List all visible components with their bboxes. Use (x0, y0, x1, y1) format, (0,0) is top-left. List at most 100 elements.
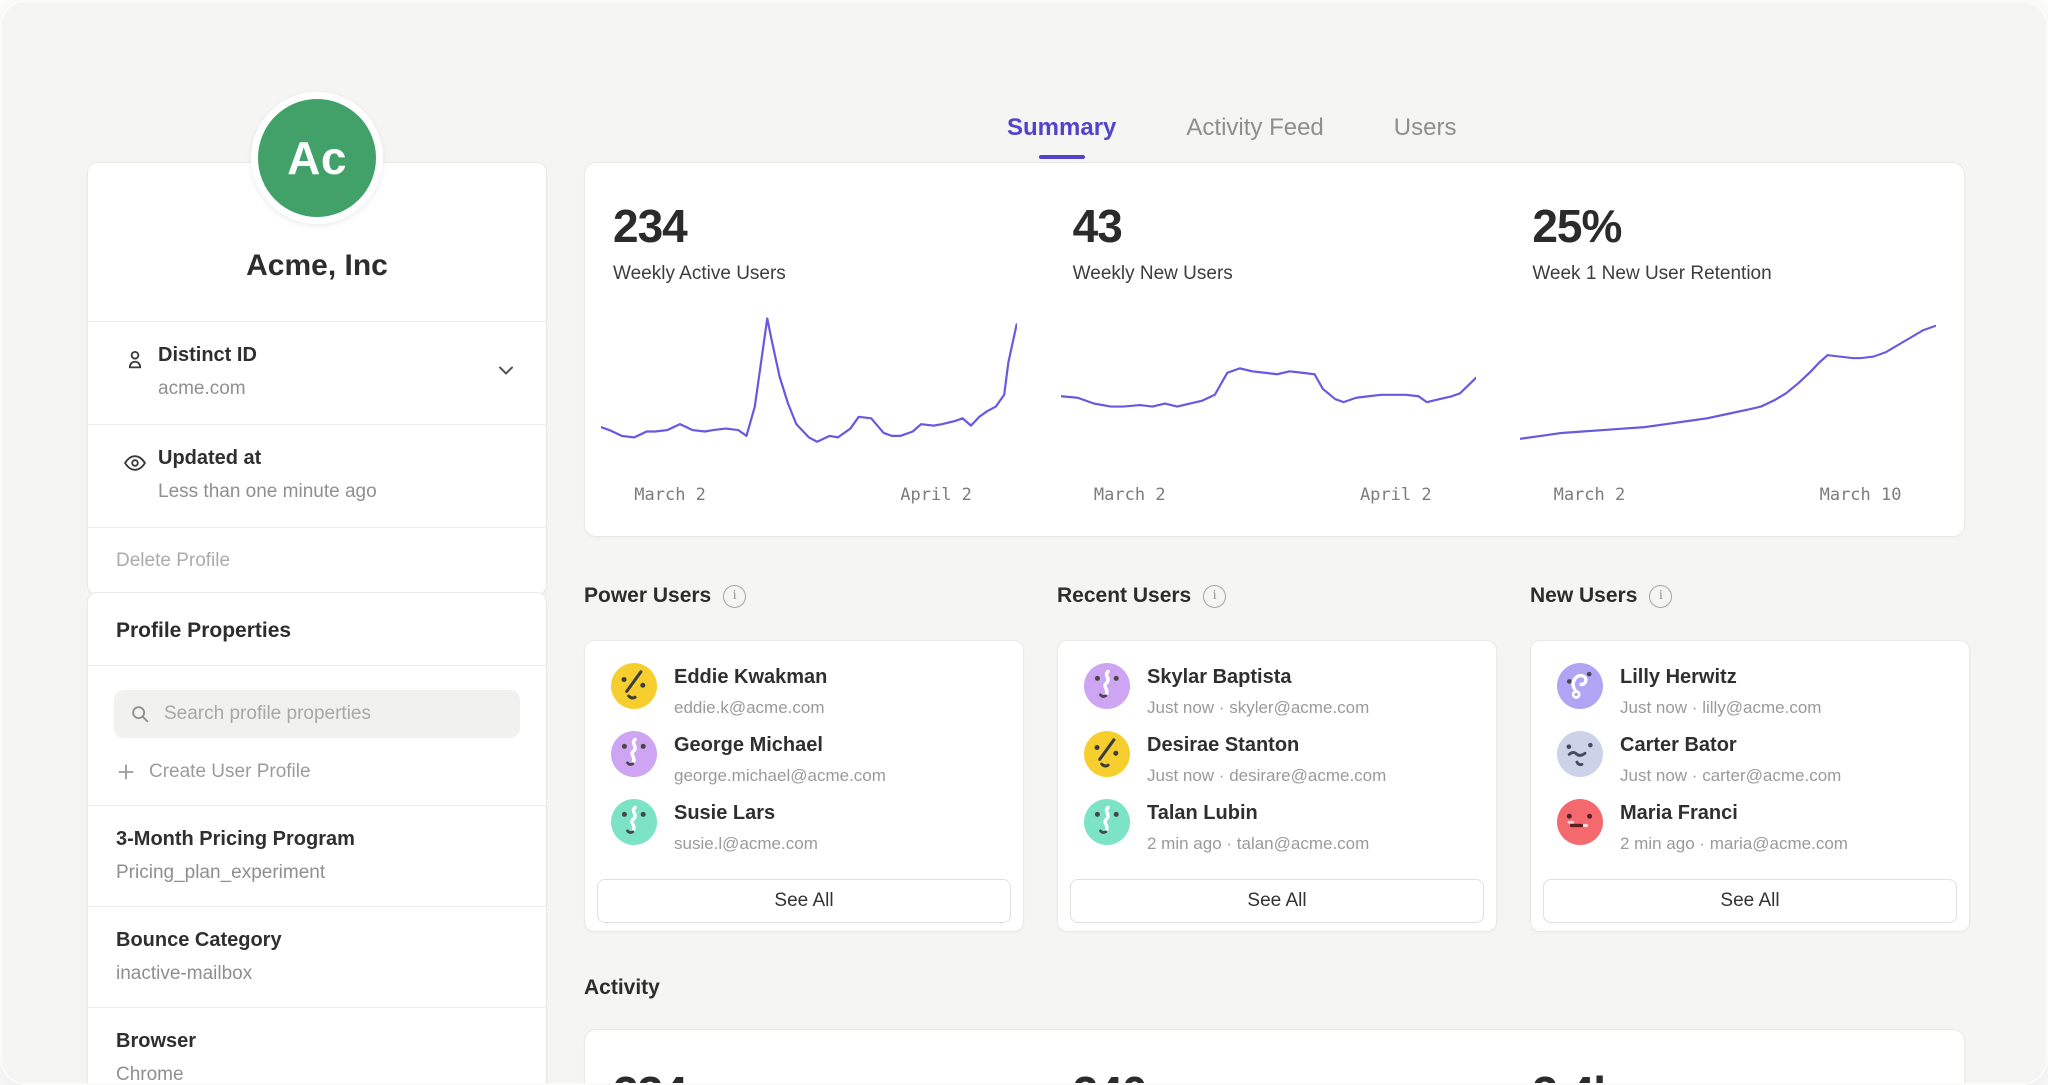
profile-properties-card: Profile Properties Create User Profile 3… (87, 592, 547, 1085)
avatar (1084, 663, 1130, 709)
see-all-button[interactable]: See All (597, 879, 1011, 923)
user-subtitle: Just now · carter@acme.com (1620, 766, 1842, 785)
activity-stat-value: 3.4k (1504, 1066, 1964, 1083)
avatar-face-icon (1094, 738, 1119, 768)
eye-icon (122, 450, 148, 476)
user-name: Desirae Stanton (1147, 734, 1300, 756)
user-row[interactable]: Skylar Baptista Just now · skyler@acme.c… (1070, 661, 1484, 725)
new-users-card: Lilly Herwitz Just now · lilly@acme.com … (1530, 640, 1970, 932)
distinct-id-label: Distinct ID (158, 344, 257, 366)
user-row[interactable]: Carter Bator Just now · carter@acme.com (1543, 729, 1957, 793)
info-icon[interactable]: i (1203, 584, 1227, 608)
avatar (1084, 799, 1130, 845)
property-value: inactive-mailbox (116, 963, 253, 984)
profile-properties-title: Profile Properties (88, 593, 546, 666)
x-tick: March 10 (1819, 485, 1902, 505)
user-row[interactable]: Susie Lars susie.l@acme.com (597, 797, 1011, 861)
stat-value: 234 (613, 200, 688, 252)
property-value: Pricing_plan_experiment (116, 862, 326, 883)
chevron-down-icon[interactable] (494, 358, 518, 382)
main-tabs: Summary Activity Feed Users (1007, 114, 1456, 152)
search-icon (129, 703, 151, 725)
user-name: Carter Bator (1620, 734, 1737, 756)
user-subtitle: Just now · desirare@acme.com (1147, 766, 1387, 785)
plus-icon (116, 762, 136, 782)
property-row[interactable]: Browser Chrome (88, 1007, 546, 1085)
company-name: Acme, Inc (246, 249, 388, 282)
avatar (611, 663, 657, 709)
x-tick: March 2 (1093, 485, 1166, 505)
activity-section-title: Activity (584, 976, 660, 999)
user-subtitle: george.michael@acme.com (674, 766, 886, 785)
sparkline-x-axis: March 2 April 2 (1061, 485, 1477, 507)
updated-at-row: Updated at Less than one minute ago (88, 424, 546, 527)
stat-week1-retention: 25% Week 1 New User Retention March 2 Ma… (1504, 163, 1964, 536)
avatar (1557, 731, 1603, 777)
user-name: Maria Franci (1620, 802, 1738, 824)
new-users-header: New Users i (1530, 584, 1673, 608)
avatar (1557, 799, 1603, 845)
tab-summary[interactable]: Summary (1007, 114, 1116, 152)
section-title: Recent Users (1057, 584, 1192, 607)
x-tick: April 2 (900, 485, 972, 505)
user-subtitle: susie.l@acme.com (674, 834, 818, 853)
avatar (1557, 663, 1603, 709)
recent-users-header: Recent Users i (1057, 584, 1227, 608)
avatar (1084, 731, 1130, 777)
user-subtitle: eddie.k@acme.com (674, 698, 825, 717)
stat-label: Weekly New Users (1072, 263, 1233, 284)
user-row[interactable]: Maria Franci 2 min ago · maria@acme.com (1543, 797, 1957, 861)
activity-stat-value: 240 (1045, 1066, 1505, 1083)
user-subtitle: Just now · lilly@acme.com (1620, 698, 1822, 717)
property-name: 3-Month Pricing Program (116, 828, 355, 850)
company-avatar: Ac (251, 92, 383, 224)
property-row[interactable]: Bounce Category inactive-mailbox (88, 906, 546, 1007)
activity-card: 234 240 3.4k (584, 1029, 1965, 1083)
sparkline-x-axis: March 2 April 2 (601, 485, 1017, 507)
user-row[interactable]: Talan Lubin 2 min ago · talan@acme.com (1070, 797, 1484, 861)
property-value: Chrome (116, 1064, 184, 1085)
avatar-face-icon (621, 805, 646, 834)
property-name: Bounce Category (116, 929, 282, 951)
x-tick: March 2 (1553, 485, 1626, 505)
user-subtitle: Just now · skyler@acme.com (1147, 698, 1370, 717)
user-row[interactable]: Lilly Herwitz Just now · lilly@acme.com (1543, 661, 1957, 725)
avatar-face-icon (621, 670, 646, 700)
updated-at-value: Less than one minute ago (158, 481, 377, 502)
stat-label: Week 1 New User Retention (1532, 263, 1772, 284)
avatar-face-icon (1566, 742, 1593, 767)
stat-weekly-active-users: 234 Weekly Active Users March 2 April 2 (585, 163, 1045, 536)
create-user-profile-button[interactable]: Create User Profile (116, 761, 518, 783)
see-all-button[interactable]: See All (1070, 879, 1484, 923)
tab-activity-feed[interactable]: Activity Feed (1186, 114, 1324, 141)
property-row[interactable]: 3-Month Pricing Program Pricing_plan_exp… (88, 805, 546, 906)
avatar-face-icon (621, 737, 646, 766)
user-row[interactable]: Desirae Stanton Just now · desirare@acme… (1070, 729, 1484, 793)
info-icon[interactable]: i (723, 584, 747, 608)
info-icon[interactable]: i (1649, 584, 1673, 608)
updated-at-label: Updated at (158, 447, 262, 469)
recent-users-card: Skylar Baptista Just now · skyler@acme.c… (1057, 640, 1497, 932)
user-row[interactable]: Eddie Kwakman eddie.k@acme.com (597, 661, 1011, 725)
x-tick: April 2 (1359, 485, 1432, 505)
profile-properties-search[interactable] (114, 690, 520, 738)
avatar (611, 799, 657, 845)
search-input[interactable] (162, 702, 505, 726)
see-all-button[interactable]: See All (1543, 879, 1957, 923)
avatar (611, 731, 657, 777)
delete-profile-button[interactable]: Delete Profile (88, 527, 546, 594)
activity-stat-value: 234 (585, 1066, 1045, 1083)
tab-users[interactable]: Users (1393, 114, 1457, 141)
stat-label: Weekly Active Users (613, 263, 786, 284)
distinct-id-value: acme.com (158, 378, 246, 399)
user-row[interactable]: George Michael george.michael@acme.com (597, 729, 1011, 793)
user-name: Skylar Baptista (1147, 666, 1292, 688)
profile-header: Ac Acme, Inc (88, 92, 546, 321)
company-avatar-initials: Ac (287, 132, 347, 184)
user-name: Lilly Herwitz (1620, 666, 1737, 688)
user-subtitle: 2 min ago · maria@acme.com (1620, 834, 1848, 853)
user-name: George Michael (674, 734, 823, 756)
weekly-new-users-sparkline (1061, 303, 1477, 473)
stat-weekly-new-users: 43 Weekly New Users March 2 April 2 (1045, 163, 1505, 536)
